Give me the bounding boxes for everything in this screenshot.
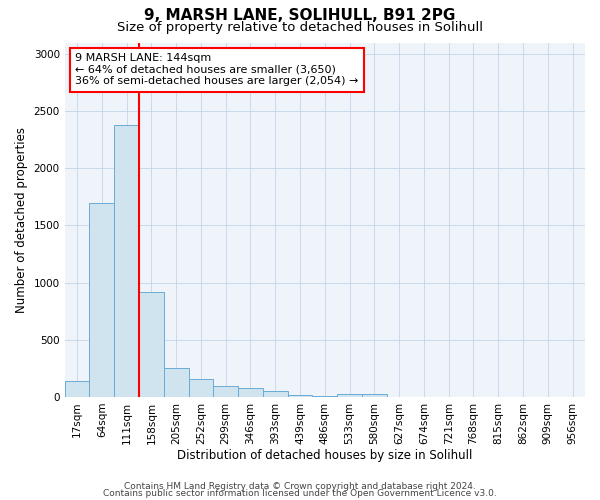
Bar [263, 391, 287, 397]
Bar [287, 395, 313, 397]
Bar [362, 394, 387, 397]
Bar [139, 292, 164, 397]
Text: Contains public sector information licensed under the Open Government Licence v3: Contains public sector information licen… [103, 490, 497, 498]
Bar [238, 388, 263, 397]
Bar [164, 368, 188, 397]
Y-axis label: Number of detached properties: Number of detached properties [15, 126, 28, 312]
Bar [65, 381, 89, 397]
Bar [114, 125, 139, 397]
Bar [89, 202, 114, 397]
Text: Contains HM Land Registry data © Crown copyright and database right 2024.: Contains HM Land Registry data © Crown c… [124, 482, 476, 491]
Bar [214, 386, 238, 397]
Text: Size of property relative to detached houses in Solihull: Size of property relative to detached ho… [117, 21, 483, 34]
Bar [313, 396, 337, 397]
Bar [188, 379, 214, 397]
Text: 9, MARSH LANE, SOLIHULL, B91 2PG: 9, MARSH LANE, SOLIHULL, B91 2PG [145, 8, 455, 22]
Text: 9 MARSH LANE: 144sqm
← 64% of detached houses are smaller (3,650)
36% of semi-de: 9 MARSH LANE: 144sqm ← 64% of detached h… [75, 53, 358, 86]
X-axis label: Distribution of detached houses by size in Solihull: Distribution of detached houses by size … [177, 450, 473, 462]
Bar [337, 394, 362, 397]
